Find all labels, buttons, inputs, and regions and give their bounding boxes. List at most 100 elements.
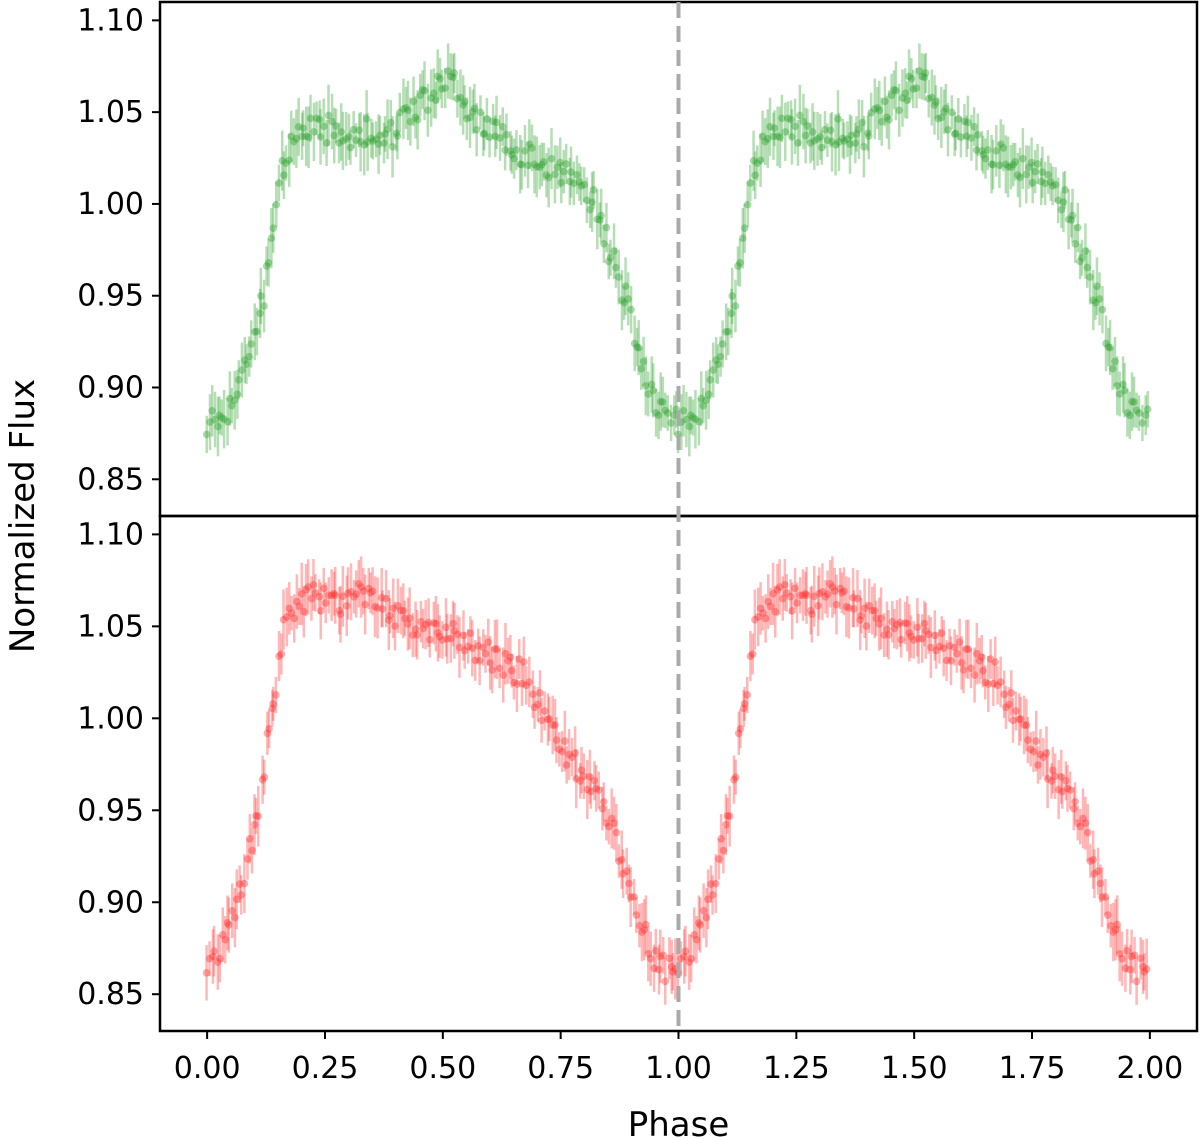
data-point bbox=[927, 643, 935, 652]
data-point bbox=[1089, 855, 1097, 864]
data-point bbox=[240, 879, 249, 888]
data-point bbox=[538, 160, 546, 169]
data-point bbox=[970, 122, 978, 131]
data-point bbox=[907, 74, 916, 83]
data-point bbox=[871, 105, 879, 113]
data-point bbox=[937, 629, 946, 637]
data-point bbox=[834, 115, 842, 123]
data-point bbox=[849, 593, 857, 602]
data-point bbox=[751, 615, 759, 624]
data-point bbox=[404, 106, 412, 115]
data-point bbox=[600, 239, 608, 248]
data-point bbox=[781, 128, 790, 136]
data-point bbox=[364, 584, 373, 593]
data-point bbox=[909, 85, 918, 93]
data-point bbox=[642, 381, 650, 390]
data-point bbox=[1007, 689, 1016, 697]
data-point bbox=[371, 602, 379, 611]
data-point bbox=[275, 179, 283, 187]
data-point bbox=[235, 880, 244, 888]
data-point bbox=[256, 309, 264, 318]
y-tick-label: 0.95 bbox=[77, 279, 144, 314]
data-point bbox=[1007, 163, 1015, 171]
data-point bbox=[830, 587, 839, 595]
data-point bbox=[633, 343, 641, 351]
data-point bbox=[517, 160, 526, 169]
data-point bbox=[1042, 749, 1051, 757]
data-point bbox=[913, 623, 922, 632]
data-point bbox=[1011, 158, 1019, 166]
data-point bbox=[806, 139, 815, 147]
data-point bbox=[211, 415, 219, 424]
data-point bbox=[501, 146, 509, 154]
data-point bbox=[855, 125, 863, 134]
data-point bbox=[651, 946, 660, 955]
data-point bbox=[743, 691, 752, 699]
data-point bbox=[801, 589, 810, 598]
data-point bbox=[1102, 339, 1110, 348]
data-point bbox=[577, 766, 586, 774]
data-point bbox=[1094, 867, 1102, 875]
data-point bbox=[1106, 921, 1115, 930]
data-point bbox=[847, 131, 856, 140]
data-point bbox=[213, 958, 222, 966]
data-point bbox=[555, 745, 564, 754]
data-point bbox=[218, 930, 227, 939]
data-point bbox=[275, 652, 283, 660]
data-point bbox=[838, 134, 847, 143]
data-point bbox=[901, 619, 909, 627]
data-point bbox=[704, 390, 713, 399]
data-point bbox=[621, 282, 630, 291]
data-point bbox=[849, 605, 858, 613]
data-point bbox=[1014, 171, 1022, 179]
data-point bbox=[1028, 178, 1037, 187]
data-point bbox=[242, 360, 251, 369]
data-point bbox=[1027, 158, 1036, 167]
data-point bbox=[202, 969, 211, 977]
data-point bbox=[799, 591, 807, 599]
data-point bbox=[736, 258, 744, 267]
data-point bbox=[928, 93, 936, 102]
data-point bbox=[436, 74, 444, 83]
data-point bbox=[1138, 419, 1147, 427]
data-point bbox=[681, 947, 690, 955]
data-point bbox=[920, 73, 929, 82]
data-point bbox=[493, 645, 501, 653]
data-point bbox=[491, 132, 500, 141]
data-point bbox=[210, 947, 218, 955]
data-point bbox=[821, 592, 830, 601]
data-point bbox=[1020, 721, 1028, 729]
data-point bbox=[369, 137, 377, 145]
data-point bbox=[987, 160, 996, 169]
data-point bbox=[689, 413, 697, 422]
data-point bbox=[955, 638, 964, 646]
data-point bbox=[208, 407, 217, 415]
data-point bbox=[391, 622, 399, 630]
data-point bbox=[548, 721, 557, 729]
data-point bbox=[287, 609, 296, 617]
data-point bbox=[912, 84, 921, 92]
data-point bbox=[264, 258, 273, 267]
data-point bbox=[507, 666, 516, 675]
data-point bbox=[979, 666, 987, 675]
data-point bbox=[865, 602, 874, 610]
data-point bbox=[411, 625, 420, 634]
data-point bbox=[1001, 160, 1010, 169]
data-point bbox=[568, 753, 576, 761]
x-tick-label: 1.25 bbox=[763, 1051, 830, 1086]
data-point bbox=[411, 113, 420, 121]
data-point bbox=[1091, 298, 1100, 307]
data-point bbox=[377, 593, 386, 602]
data-point bbox=[665, 954, 674, 963]
data-point bbox=[230, 396, 239, 405]
data-point bbox=[1135, 409, 1143, 417]
data-point bbox=[853, 594, 862, 603]
data-point bbox=[372, 135, 380, 144]
data-point bbox=[567, 168, 575, 176]
data-point bbox=[1141, 411, 1150, 419]
data-point bbox=[1126, 411, 1134, 420]
data-point bbox=[237, 891, 245, 899]
data-point bbox=[257, 292, 265, 300]
data-point bbox=[764, 597, 773, 606]
data-point bbox=[918, 634, 926, 643]
